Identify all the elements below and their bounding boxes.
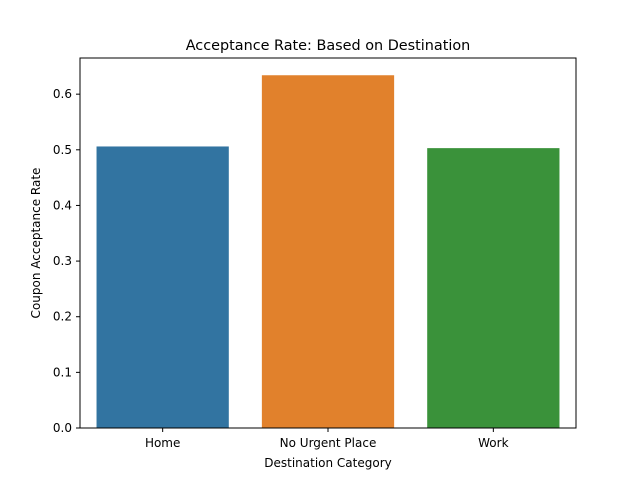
y-tick-label: 0.2	[53, 310, 72, 324]
bar-home	[96, 146, 229, 428]
y-axis: 0.0 0.1 0.2 0.3 0.4 0.5 0.6	[53, 87, 80, 435]
plot-area	[96, 75, 560, 429]
y-tick-label: 0.1	[53, 365, 72, 379]
bar-no-urgent-place	[261, 75, 395, 429]
x-tick-label: No Urgent Place	[280, 436, 377, 450]
y-tick-label: 0.4	[53, 198, 72, 212]
y-tick-label: 0.5	[53, 143, 72, 157]
y-tick-label: 0.3	[53, 254, 72, 268]
x-axis-label: Destination Category	[264, 456, 392, 470]
x-tick-label: Home	[145, 436, 180, 450]
chart-title: Acceptance Rate: Based on Destination	[186, 38, 471, 54]
x-tick-label: Work	[478, 436, 508, 450]
y-axis-label: Coupon Acceptance Rate	[29, 168, 43, 319]
x-axis: Home No Urgent Place Work	[145, 428, 509, 450]
y-tick-label: 0.0	[53, 421, 72, 435]
y-tick-label: 0.6	[53, 87, 72, 101]
bar-work	[427, 148, 560, 428]
